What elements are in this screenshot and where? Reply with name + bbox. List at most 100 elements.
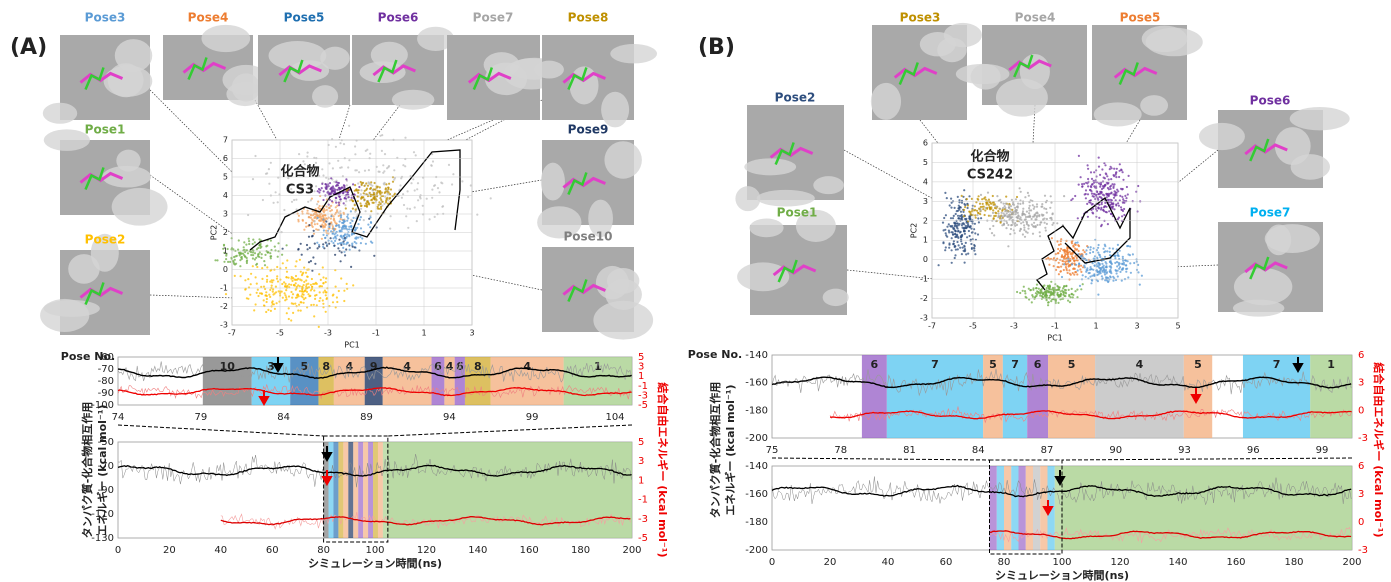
pca-point [252,239,254,241]
pca-point [317,201,319,203]
pose-label: Pose6 [378,11,419,25]
pca-point [988,204,990,206]
pca-point [1110,192,1112,194]
y-tick-label: -180 [745,405,768,416]
pca-point [1051,237,1053,239]
pca-point [1035,225,1037,227]
pca-point [346,220,348,222]
pca-point [1003,219,1005,221]
pca-point [990,215,992,217]
pca-point [329,182,331,184]
segment-label: 7 [1273,358,1281,371]
pca-point [272,291,274,293]
pca-point [360,242,362,244]
pca-point [999,199,1001,201]
pca-point [342,247,344,249]
pca-point [360,227,362,229]
pca-point [310,260,312,262]
pca-point [310,284,312,286]
pca-point [963,228,965,230]
pca-point [302,220,304,222]
pca-point [260,257,262,259]
pca-point [340,200,342,202]
pca-point [343,202,345,204]
pca-point [1031,218,1033,220]
pca-point [277,242,279,244]
pca-point [1025,231,1027,233]
pca-point [1002,207,1004,209]
pca-point [1127,193,1129,195]
pca-point [355,209,357,211]
pca-point [250,273,252,275]
pca-point [386,198,388,200]
pca-point [1064,295,1066,297]
y-tick-label: -200 [745,433,768,444]
surface-blob [541,163,565,201]
pca-point [343,228,345,230]
pca-point [417,182,419,184]
pca-point [276,302,278,304]
pca-point [333,228,335,230]
pca-point [299,290,301,292]
y-tick-label: -140 [745,350,768,361]
pca-point [1033,206,1035,208]
pca-point [365,182,367,184]
x-tick-label: -7 [928,322,936,331]
pca-point [277,256,279,258]
pca-point [977,233,979,235]
segment-label: 7 [1011,358,1019,371]
pca-point [382,164,384,166]
pca-point [1045,297,1047,299]
pca-point [1111,203,1113,205]
segment-label: 7 [931,358,939,371]
pca-point [312,256,314,258]
pca-point [270,240,272,242]
pca-point [1060,238,1062,240]
pca-point [1031,301,1033,303]
x-tick-label: 0 [769,557,775,568]
pca-point [986,203,988,205]
pca-point [997,210,999,212]
pca-point [973,247,975,249]
pca-point [1101,275,1103,277]
pca-point [442,205,444,207]
pose-segment [388,442,632,538]
pca-point [225,293,227,295]
pca-point [1097,280,1099,282]
pca-point [1117,275,1119,277]
pca-point [1095,216,1097,218]
pca-point [1077,241,1079,243]
pca-point [951,237,953,239]
pca-point [328,162,330,164]
pca-point [963,209,965,211]
pca-point [283,281,285,283]
pca-point [363,219,365,221]
pca-point [322,291,324,293]
pca-point [1100,208,1102,210]
pca-point [1076,257,1078,259]
pca-point [985,202,987,204]
pca-point [324,183,326,185]
pca-point [1076,296,1078,298]
pca-point [1105,266,1107,268]
pca-point [949,204,951,206]
pca-point [369,188,371,190]
pca-point [322,218,324,220]
pca-point [359,219,361,221]
pca-point [341,251,343,253]
pca-point [980,209,982,211]
pca-point [957,237,959,239]
pca-point [270,269,272,271]
pca-point [348,226,350,228]
pca-point [1087,193,1089,195]
segment-label: 5 [1068,358,1076,371]
pca-point [1045,229,1047,231]
pca-point [1125,264,1127,266]
pose-label: Pose6 [1250,94,1291,108]
pca-point [1033,222,1035,224]
pca-point [298,153,300,155]
pca-point [276,278,278,280]
pca-point [974,232,976,234]
pca-point [292,303,294,305]
pca-point [366,193,368,195]
